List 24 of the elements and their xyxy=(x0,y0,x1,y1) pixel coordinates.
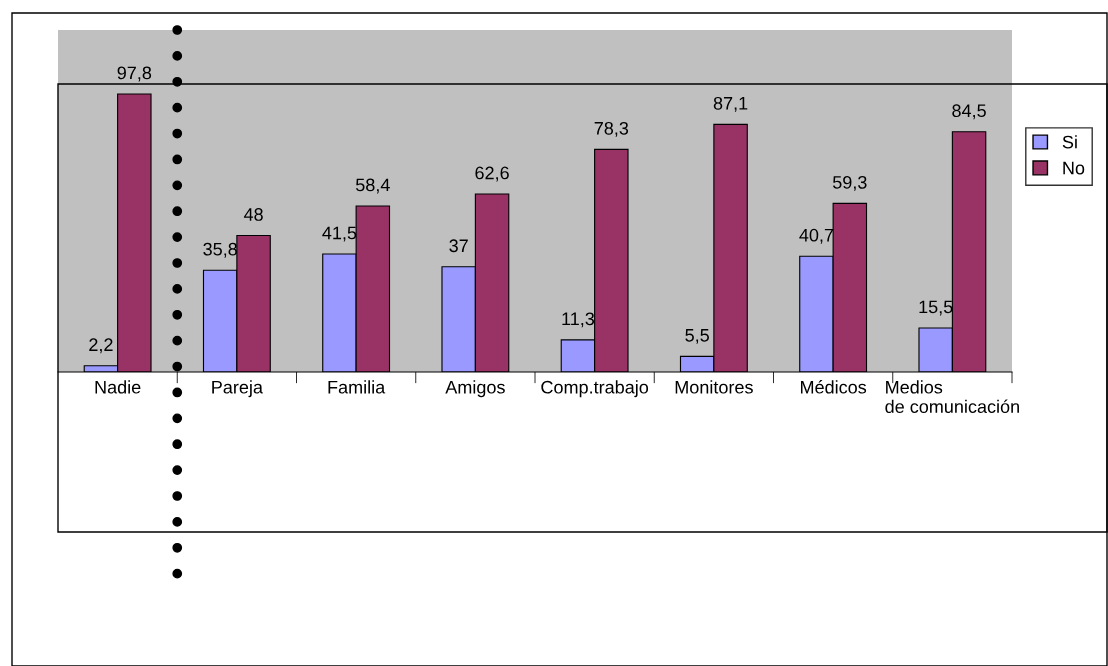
x-tick-label: Nadie xyxy=(95,380,141,394)
x-tick-label: Pareja xyxy=(212,380,263,398)
data-label: 41,5 xyxy=(322,226,357,242)
data-label: 11,3 xyxy=(562,312,595,328)
data-label: 59,3 xyxy=(832,175,867,191)
legend-label: No xyxy=(1063,161,1085,175)
x-tick-label: Familia xyxy=(328,380,386,394)
data-label: 2,2 xyxy=(89,338,113,354)
data-label: 40,7 xyxy=(799,228,834,244)
data-label: 62,6 xyxy=(475,166,509,182)
data-label: 78,3 xyxy=(594,121,629,137)
x-tick-label: Médicos xyxy=(800,380,867,394)
data-label: 37 xyxy=(449,239,468,253)
data-label: 87,1 xyxy=(713,96,748,112)
x-tick-label: Comp.trabajo xyxy=(541,380,649,398)
data-label: 97,8 xyxy=(117,66,152,82)
data-label: 58,4 xyxy=(355,178,390,194)
data-label: 48 xyxy=(243,208,263,221)
x-tick-label: Amigos xyxy=(445,380,505,398)
legend-label: Si xyxy=(1062,135,1077,149)
data-label: 5,5 xyxy=(685,329,709,344)
x-tick-label: Medios de comunicación xyxy=(885,380,1019,414)
x-tick-label: Monitores xyxy=(675,380,753,394)
data-label: 84,5 xyxy=(952,104,986,120)
